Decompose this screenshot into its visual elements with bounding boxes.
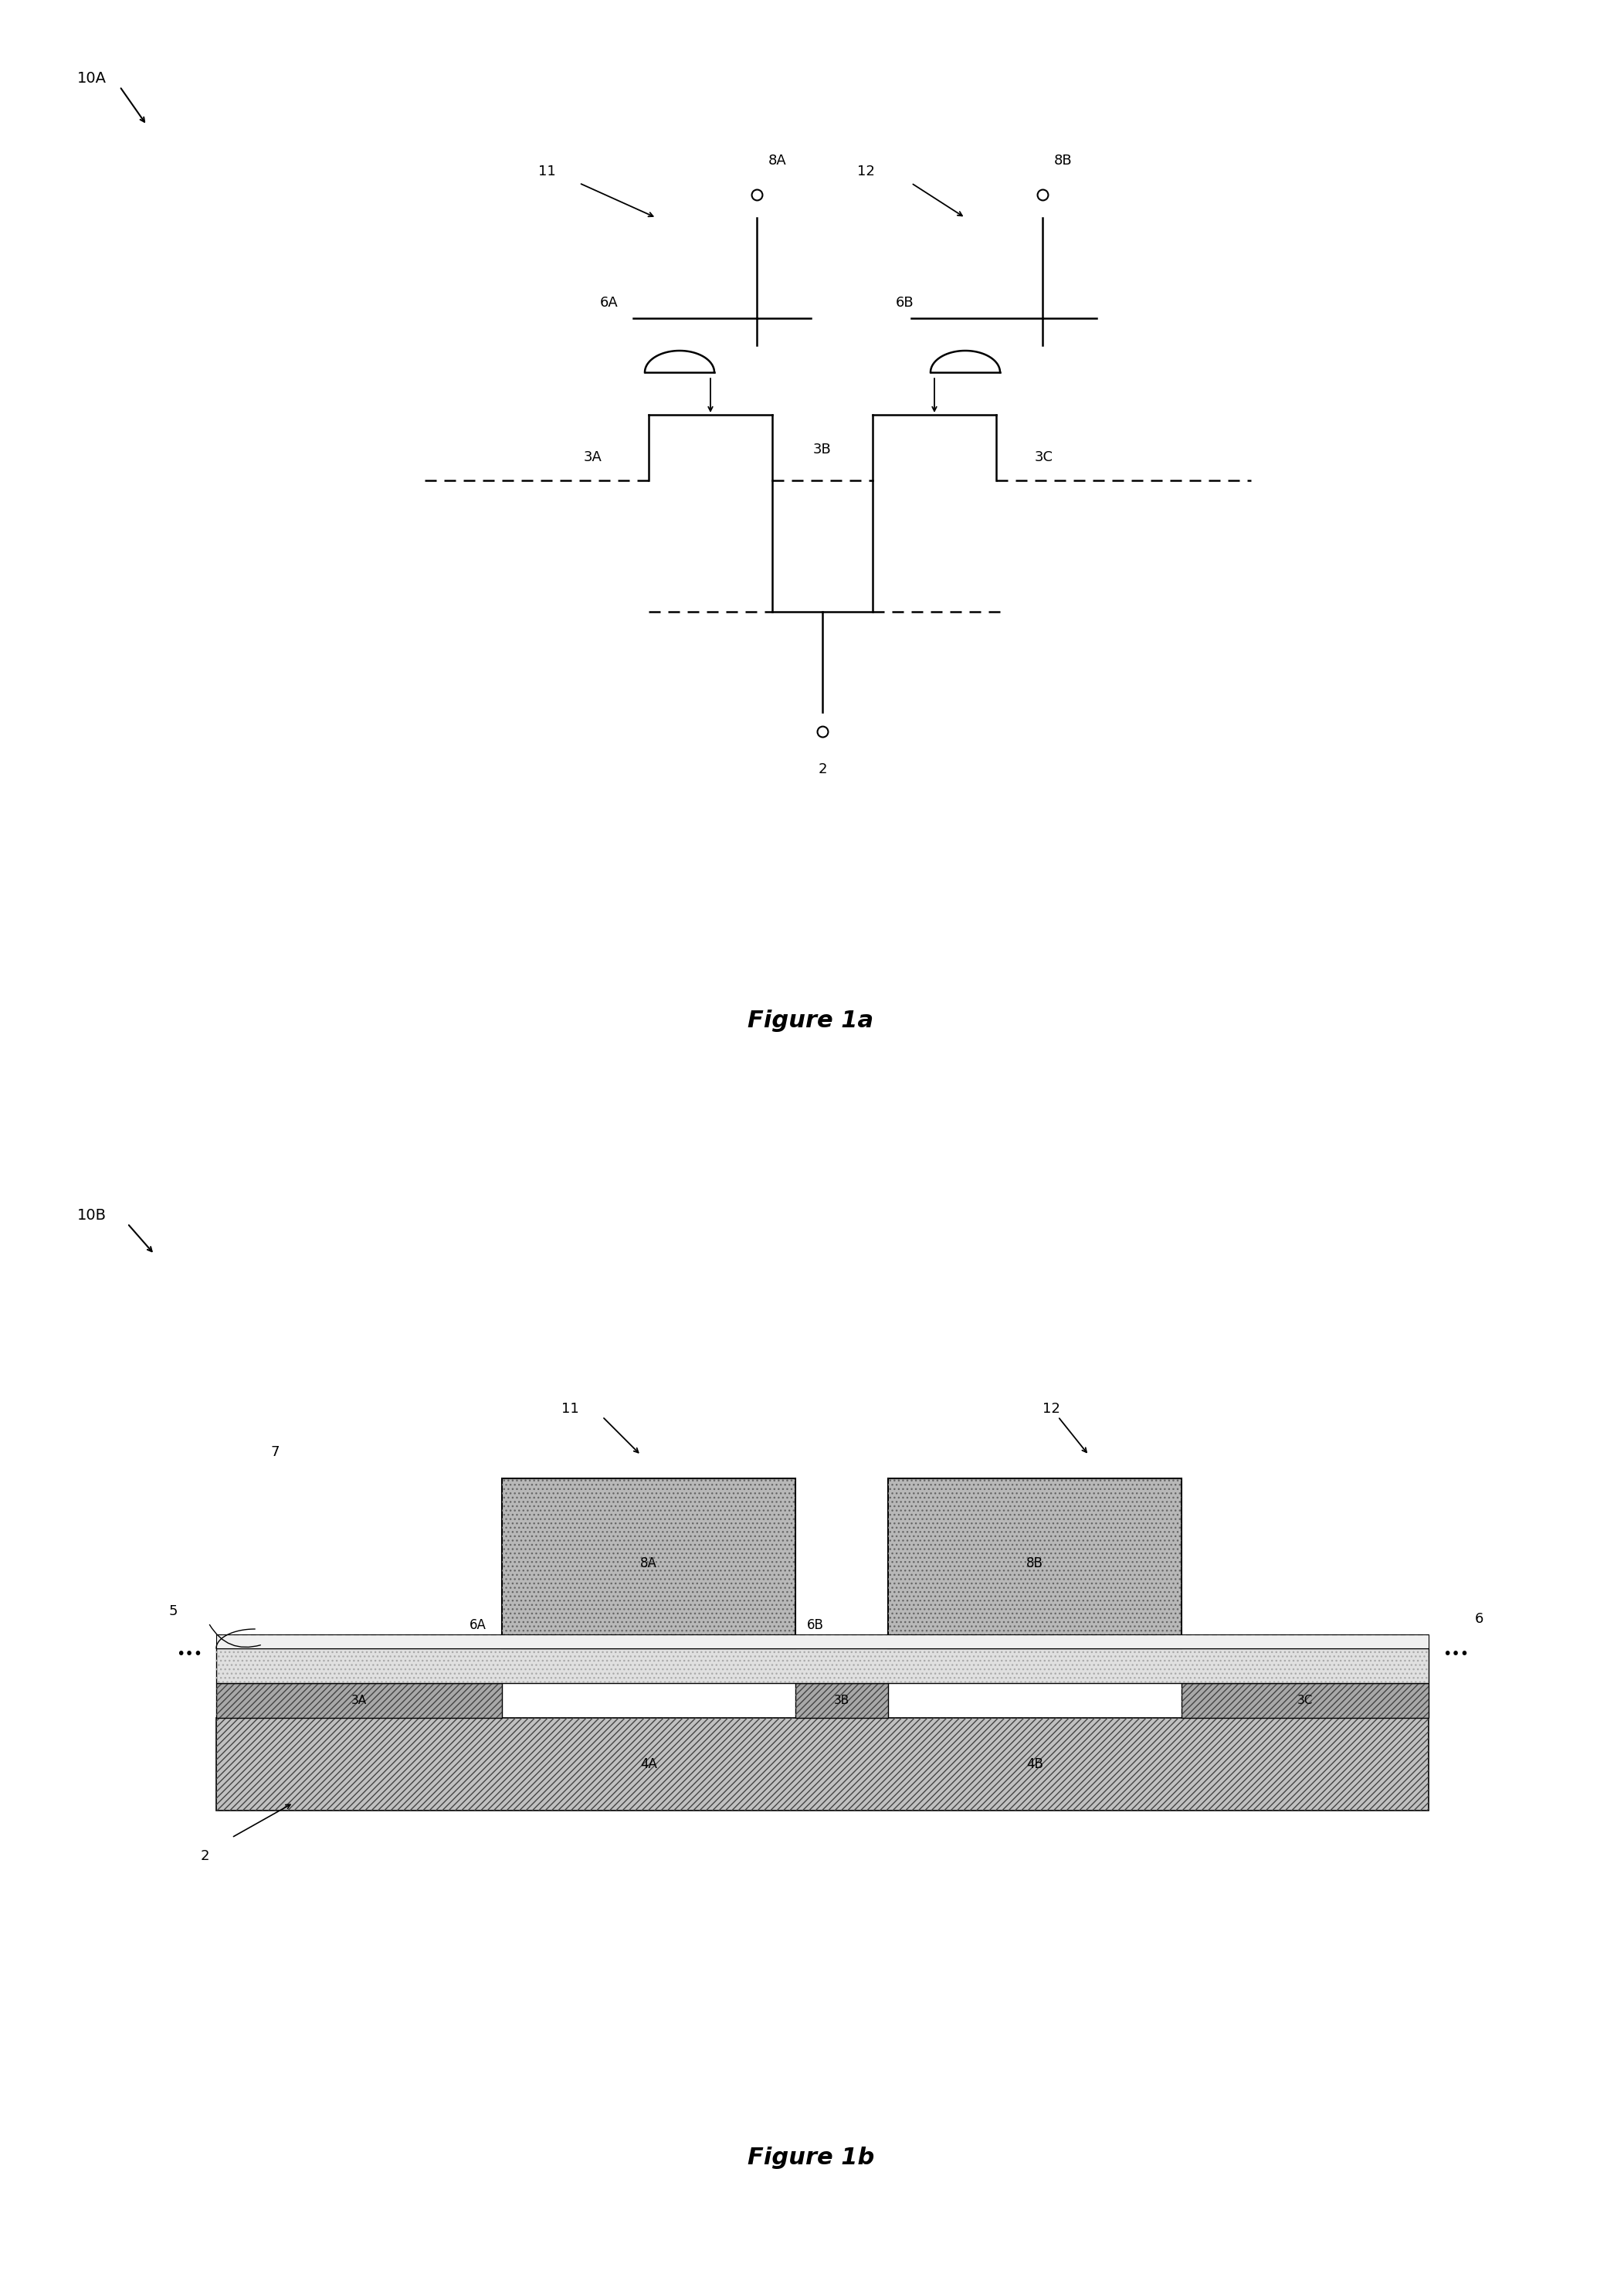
- Text: 8B: 8B: [1054, 155, 1072, 168]
- Text: 12: 12: [1043, 1403, 1060, 1417]
- Text: 2: 2: [201, 1849, 209, 1862]
- Text: 10B: 10B: [78, 1207, 107, 1223]
- Text: 6A: 6A: [469, 1619, 487, 1633]
- Text: 4B: 4B: [1026, 1758, 1043, 1771]
- Text: 6B: 6B: [896, 296, 914, 309]
- Text: 6: 6: [1475, 1612, 1484, 1626]
- Text: 5: 5: [169, 1605, 177, 1619]
- Bar: [502, 1478, 796, 1649]
- Text: 7: 7: [270, 1446, 279, 1460]
- Bar: [502, 1478, 796, 1649]
- Text: •••: •••: [1442, 1646, 1468, 1662]
- Text: 10A: 10A: [78, 70, 107, 86]
- Bar: [216, 1717, 1429, 1810]
- Text: 12: 12: [857, 164, 875, 177]
- Text: 11: 11: [562, 1403, 580, 1417]
- Text: 4A: 4A: [640, 1758, 658, 1771]
- Bar: [216, 1717, 1429, 1810]
- Text: 8B: 8B: [1026, 1555, 1043, 1571]
- Bar: [216, 1649, 1429, 1683]
- Bar: [1182, 1683, 1429, 1717]
- Bar: [1182, 1683, 1429, 1717]
- Bar: [796, 1683, 888, 1717]
- Bar: [888, 1478, 1182, 1649]
- Text: 3A: 3A: [585, 450, 603, 464]
- Text: 3C: 3C: [1034, 450, 1054, 464]
- Text: 2: 2: [818, 762, 827, 775]
- Text: 3B: 3B: [814, 443, 831, 457]
- Text: Figure 1a: Figure 1a: [749, 1010, 874, 1032]
- Text: 8A: 8A: [640, 1555, 658, 1571]
- Text: 3A: 3A: [351, 1694, 367, 1705]
- Text: Figure 1b: Figure 1b: [747, 2147, 874, 2169]
- Bar: [888, 1478, 1182, 1649]
- Text: •••: •••: [175, 1646, 203, 1662]
- Bar: [216, 1683, 502, 1717]
- Text: 6A: 6A: [599, 296, 617, 309]
- Bar: [216, 1649, 1429, 1683]
- Text: 3B: 3B: [833, 1694, 849, 1705]
- Text: 8A: 8A: [768, 155, 786, 168]
- Text: 6B: 6B: [807, 1619, 823, 1633]
- Bar: [796, 1683, 888, 1717]
- Bar: [216, 1635, 1429, 1649]
- Bar: [216, 1683, 502, 1717]
- Text: 11: 11: [539, 164, 555, 177]
- Text: 3C: 3C: [1298, 1694, 1312, 1705]
